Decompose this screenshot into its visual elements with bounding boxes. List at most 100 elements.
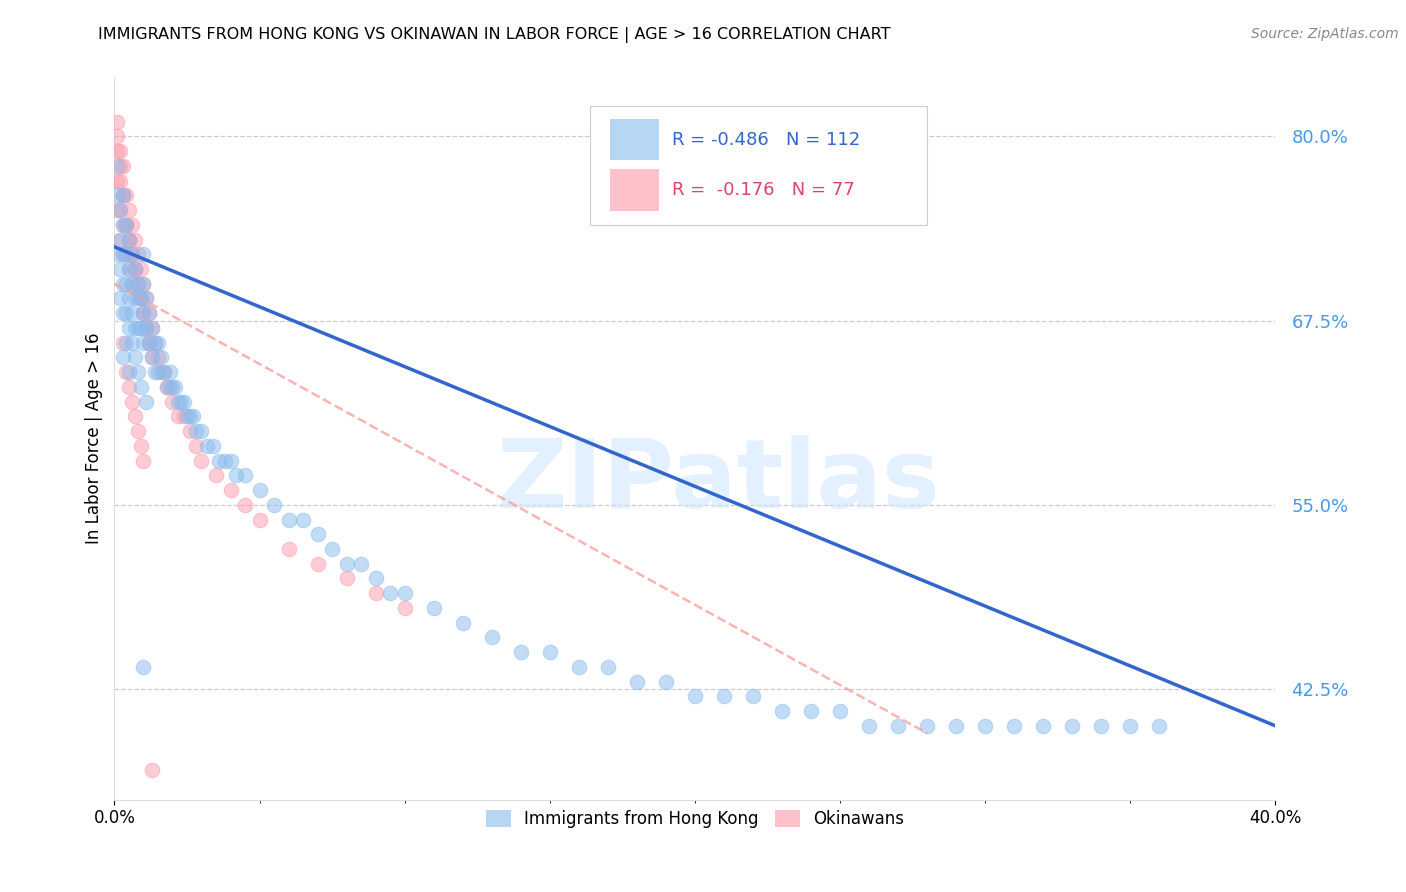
Point [129, 292, 152, 306]
Point [141, 351, 163, 365]
Point [124, 409, 146, 424]
FancyBboxPatch shape [591, 106, 927, 226]
Point [105, 129, 128, 144]
Point [118, 233, 141, 247]
Point [292, 512, 315, 526]
Point [121, 277, 143, 291]
Point [112, 306, 135, 320]
Point [219, 453, 242, 467]
Point [112, 188, 135, 202]
Point [127, 277, 149, 291]
Point [115, 188, 138, 202]
Point [156, 380, 179, 394]
Point [277, 541, 299, 556]
Point [184, 424, 207, 438]
Point [195, 439, 218, 453]
Point [110, 203, 132, 218]
Point [181, 409, 204, 424]
Point [364, 586, 387, 600]
Point [129, 292, 152, 306]
Point [214, 453, 236, 467]
Point [112, 277, 135, 291]
Point [115, 306, 138, 320]
Point [233, 498, 256, 512]
Point [887, 719, 910, 733]
Point [509, 645, 531, 659]
Point [336, 557, 359, 571]
Point [655, 674, 678, 689]
Point [208, 453, 231, 467]
Point [1149, 719, 1171, 733]
Point [202, 439, 225, 453]
Text: ZIPatlas: ZIPatlas [496, 435, 941, 528]
Point [481, 631, 503, 645]
Point [124, 262, 146, 277]
Point [162, 394, 184, 409]
Point [110, 203, 132, 218]
Point [394, 586, 416, 600]
Point [118, 292, 141, 306]
Point [110, 262, 132, 277]
Point [124, 351, 146, 365]
Point [135, 321, 157, 335]
Point [146, 335, 169, 350]
Y-axis label: In Labor Force | Age > 16: In Labor Force | Age > 16 [86, 333, 103, 544]
Point [138, 306, 160, 320]
Point [165, 380, 187, 394]
Point [129, 439, 152, 453]
Point [378, 586, 401, 600]
Point [135, 394, 157, 409]
Point [135, 321, 157, 335]
Point [115, 218, 138, 232]
Text: R = -0.486   N = 112: R = -0.486 N = 112 [672, 130, 860, 149]
Point [118, 262, 141, 277]
Point [626, 674, 648, 689]
Point [127, 292, 149, 306]
Point [118, 365, 141, 379]
Point [105, 159, 128, 173]
Point [159, 380, 181, 394]
Point [132, 277, 155, 291]
Point [121, 335, 143, 350]
Point [112, 188, 135, 202]
Point [742, 690, 765, 704]
Point [115, 247, 138, 261]
Point [112, 247, 135, 261]
Point [110, 233, 132, 247]
Point [127, 247, 149, 261]
Point [249, 483, 271, 497]
Point [132, 247, 155, 261]
Point [105, 247, 128, 261]
Point [121, 277, 143, 291]
Point [115, 247, 138, 261]
Point [121, 394, 143, 409]
Point [138, 335, 160, 350]
Point [263, 498, 285, 512]
Point [132, 335, 155, 350]
Point [176, 409, 198, 424]
Point [124, 292, 146, 306]
Point [364, 572, 387, 586]
Point [110, 233, 132, 247]
Point [118, 233, 141, 247]
Point [110, 292, 132, 306]
Text: R =  -0.176   N = 77: R = -0.176 N = 77 [672, 181, 855, 199]
Point [162, 380, 184, 394]
Point [115, 218, 138, 232]
Point [225, 468, 247, 483]
Point [179, 424, 201, 438]
Point [124, 321, 146, 335]
Point [152, 365, 174, 379]
Point [127, 424, 149, 438]
FancyBboxPatch shape [610, 119, 659, 161]
Point [828, 704, 851, 718]
Point [146, 365, 169, 379]
Point [105, 144, 128, 158]
Point [159, 365, 181, 379]
Point [451, 615, 474, 630]
Point [205, 468, 228, 483]
Point [105, 188, 128, 202]
Point [179, 409, 201, 424]
Point [118, 203, 141, 218]
Point [124, 233, 146, 247]
